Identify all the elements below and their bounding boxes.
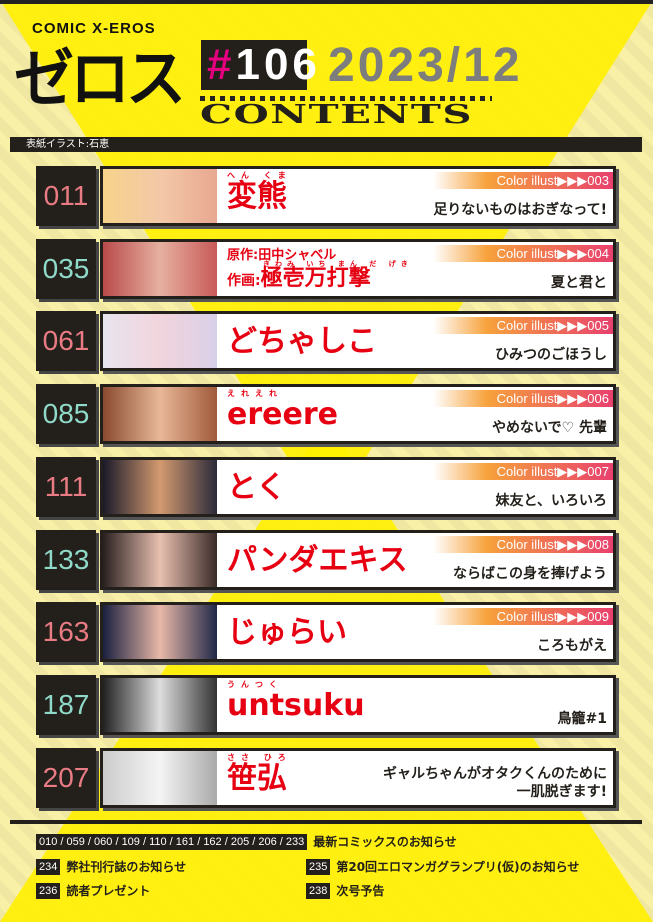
contents-entry[interactable]: 111 とく Color illust▶▶▶007 妹友と、いろいろ: [36, 457, 616, 517]
page-number: 207: [36, 748, 96, 808]
misc-label: 弊社刊行誌のお知らせ: [66, 860, 187, 874]
misc-pages: 234: [36, 858, 61, 875]
entry-card[interactable]: パンダエキス Color illust▶▶▶008 ならばこの身を捧げよう: [100, 530, 616, 590]
color-illust-label: Color illust▶▶▶005: [433, 317, 613, 334]
story-title: やめないで♡ 先輩: [491, 420, 607, 436]
issue-hash: #: [207, 40, 236, 89]
misc-item[interactable]: 234 弊社刊行誌のお知らせ: [36, 858, 186, 875]
page-number: 187: [36, 675, 96, 735]
issue-date: 2023/12: [328, 39, 523, 92]
color-illust-label: Color illust▶▶▶007: [433, 463, 613, 480]
author-name: 変熊: [227, 179, 287, 214]
story-title: ひみつのごほうし: [495, 347, 607, 363]
color-illust-label: Color illust▶▶▶008: [433, 536, 613, 553]
misc-label: 次号予告: [336, 884, 385, 898]
contents-entry[interactable]: 085 えれえれ ereere Color illust▶▶▶006 やめないで♡ 先…: [36, 384, 616, 444]
artwork-thumbnail: [103, 460, 217, 514]
story-title: ならばこの身を捧げよう: [453, 566, 607, 582]
entry-card[interactable]: へん くま 変熊 Color illust▶▶▶003 足りないものはおぎなって!: [100, 166, 616, 226]
page-number: 035: [36, 239, 96, 299]
misc-pages: 235: [306, 858, 331, 875]
artwork-thumbnail: [103, 678, 217, 732]
art-prefix: 作画:: [227, 273, 261, 289]
entry-card[interactable]: えれえれ ereere Color illust▶▶▶006 やめないで♡ 先輩: [100, 384, 616, 444]
artwork-thumbnail: [103, 387, 217, 441]
author-name: untsuku: [227, 688, 365, 723]
misc-pages: 238: [306, 882, 331, 899]
entry-card[interactable]: どちゃしこ Color illust▶▶▶005 ひみつのごほうし: [100, 311, 616, 371]
author-furigana: えれえれ: [227, 389, 283, 398]
entry-card[interactable]: じゅらい Color illust▶▶▶009 ころもがえ: [100, 602, 616, 662]
page-number: 133: [36, 530, 96, 590]
author-name: ereere: [227, 397, 338, 432]
misc-pages: 010 / 059 / 060 / 109 / 110 / 161 / 162 …: [36, 833, 308, 850]
issue-number: 106: [235, 40, 321, 89]
entry-card[interactable]: ささ ひろ 笹弘 ギャルちゃんがオタクくんのために 一肌脱ぎます!: [100, 748, 616, 808]
author-name: パンダエキス: [227, 543, 408, 578]
artwork-thumbnail: [103, 751, 217, 805]
color-illust-label: Color illust▶▶▶003: [433, 172, 613, 189]
original-author: 原作:田中シャベル: [227, 248, 337, 263]
misc-item[interactable]: 010 / 059 / 060 / 109 / 110 / 161 / 162 …: [36, 833, 457, 850]
author-text: 極壱万打撃: [260, 266, 371, 291]
author-name: 作画:極壱万打撃: [227, 266, 371, 294]
color-illust-label: Color illust▶▶▶009: [433, 608, 613, 625]
author-furigana: ささ ひろ: [227, 753, 292, 762]
story-title: ギャルちゃんがオタクくんのために 一肌脱ぎます!: [383, 766, 607, 800]
contents-entry[interactable]: 035 原作:田中シャベル きわみ いち まん だ げき 作画:極壱万打撃 Color…: [36, 239, 616, 299]
author-name: 笹弘: [227, 761, 287, 796]
brand-subtitle: COMIC X-EROS: [32, 20, 156, 37]
author-furigana: へん くま: [227, 171, 292, 180]
story-title: 足りないものはおぎなって!: [433, 202, 607, 218]
author-name: じゅらい: [227, 615, 347, 650]
page-number: 011: [36, 166, 96, 226]
contents-heading: CONTENTS: [200, 100, 474, 130]
bottom-divider: [10, 820, 642, 824]
contents-entry[interactable]: 061 どちゃしこ Color illust▶▶▶005 ひみつのごほうし: [36, 311, 616, 371]
misc-label: 読者プレゼント: [66, 884, 151, 898]
entry-card[interactable]: 原作:田中シャベル きわみ いち まん だ げき 作画:極壱万打撃 Color ill…: [100, 239, 616, 299]
artwork-thumbnail: [103, 242, 217, 296]
contents-entry[interactable]: 133 パンダエキス Color illust▶▶▶008 ならばこの身を捧げよう: [36, 530, 616, 590]
brand-logo: ゼロス: [14, 42, 186, 117]
artwork-thumbnail: [103, 605, 217, 659]
author-name: どちゃしこ: [227, 324, 377, 359]
entry-card[interactable]: うんつく untsuku 鳥籠#1: [100, 675, 616, 735]
color-illust-label: Color illust▶▶▶004: [433, 245, 613, 262]
misc-item[interactable]: 235 第20回エロマンガグランプリ(仮)のお知らせ: [306, 858, 579, 875]
color-illust-label: Color illust▶▶▶006: [433, 390, 613, 407]
issue-number-badge: #106: [201, 40, 317, 90]
author-furigana: きわみ いち まん だ げき: [263, 260, 413, 268]
contents-entry[interactable]: 011 へん くま 変熊 Color illust▶▶▶003 足りないものはおぎなっ…: [36, 166, 616, 226]
contents-entry[interactable]: 187 うんつく untsuku 鳥籠#1: [36, 675, 616, 735]
page-number: 085: [36, 384, 96, 444]
misc-label: 最新コミックスのお知らせ: [313, 835, 457, 849]
author-name: とく: [227, 470, 287, 505]
story-title: 鳥籠#1: [557, 711, 607, 727]
story-title: 夏と君と: [551, 275, 607, 291]
artwork-thumbnail: [103, 169, 217, 223]
contents-entry[interactable]: 207 ささ ひろ 笹弘 ギャルちゃんがオタクくんのために 一肌脱ぎます!: [36, 748, 616, 808]
cover-credit: 表紙イラスト:石恵: [10, 137, 642, 152]
page-number: 163: [36, 602, 96, 662]
page-number: 061: [36, 311, 96, 371]
misc-label: 第20回エロマンガグランプリ(仮)のお知らせ: [336, 860, 580, 874]
misc-item[interactable]: 236 読者プレゼント: [36, 882, 150, 899]
entry-card[interactable]: とく Color illust▶▶▶007 妹友と、いろいろ: [100, 457, 616, 517]
misc-item[interactable]: 238 次号予告: [306, 882, 384, 899]
misc-pages: 236: [36, 882, 61, 899]
dotted-divider: [200, 96, 492, 101]
story-title: ころもがえ: [537, 638, 607, 654]
top-border: [0, 0, 653, 4]
author-furigana: うんつく: [227, 680, 283, 689]
page-number: 111: [36, 457, 96, 517]
artwork-thumbnail: [103, 314, 217, 368]
story-title: 妹友と、いろいろ: [495, 493, 607, 509]
artwork-thumbnail: [103, 533, 217, 587]
contents-entry[interactable]: 163 じゅらい Color illust▶▶▶009 ころもがえ: [36, 602, 616, 662]
